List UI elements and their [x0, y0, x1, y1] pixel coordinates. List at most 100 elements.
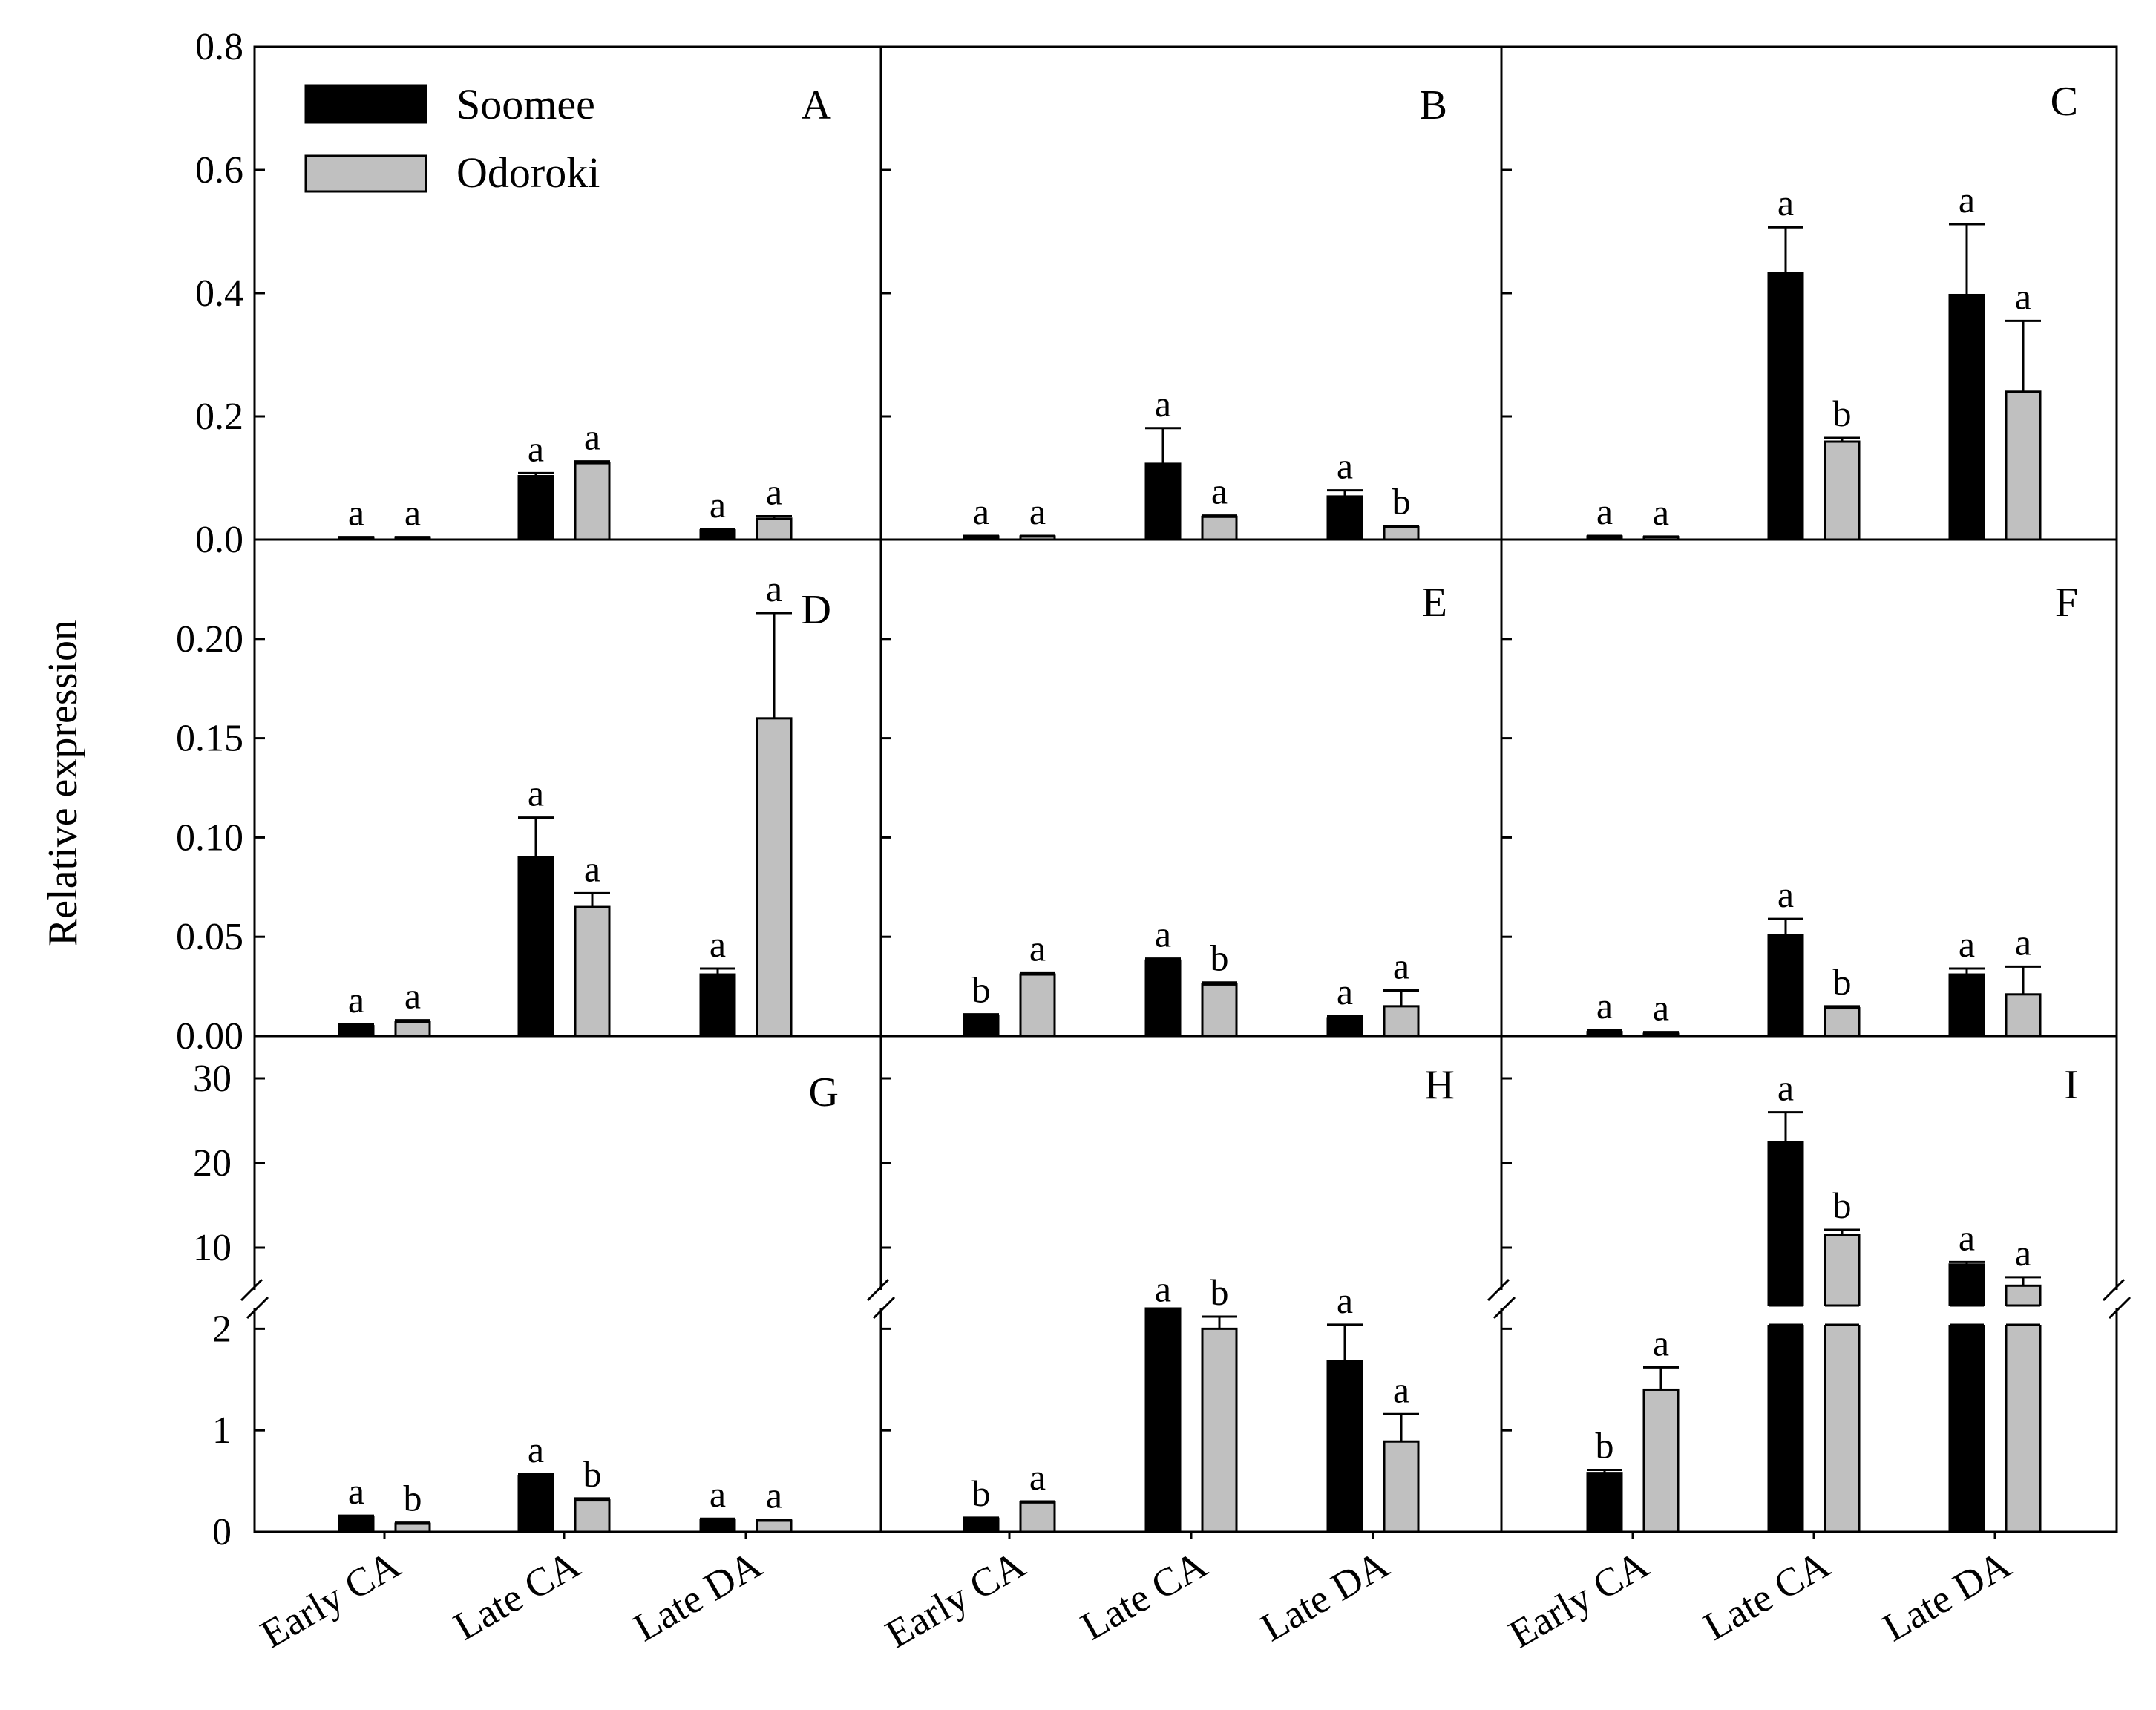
bar-a-soomee [517, 475, 554, 541]
legend: Soomee Odoroki [304, 80, 600, 197]
significance-letter: a [348, 1470, 364, 1512]
legend-label-soomee: Soomee [456, 80, 595, 128]
significance-letter: a [1959, 923, 1975, 965]
bar-b-soomee [1144, 462, 1182, 541]
significance-letter: b [404, 1478, 422, 1519]
significance-letter: a [2015, 1232, 2031, 1274]
panel-label: E [1422, 580, 1447, 626]
panel-label: F [2055, 580, 2078, 626]
significance-letter: b [583, 1453, 602, 1495]
significance-letter: a [1653, 491, 1669, 533]
bar-f-soomee [1767, 934, 1804, 1038]
significance-letter: a [1029, 927, 1046, 969]
significance-letter: b [972, 969, 991, 1011]
significance-letter: a [1337, 445, 1353, 487]
panel-label: H [1425, 1062, 1455, 1108]
significance-letter: a [528, 773, 544, 814]
bar-h-soomee [963, 1517, 1000, 1533]
bar-c-odoroki [2005, 390, 2042, 541]
bar-a-soomee [699, 529, 736, 541]
y-tick-label: 0.6 [195, 149, 243, 191]
significance-letter: a [404, 492, 421, 534]
y-tick-label: 0.20 [176, 618, 243, 661]
bar-g-soomee [338, 1515, 375, 1533]
bar-e-soomee [1144, 959, 1182, 1038]
x-tick-label: Late CA [1696, 1542, 1837, 1648]
significance-letter: a [1959, 179, 1975, 220]
x-tick-label: Late CA [1073, 1542, 1214, 1648]
significance-letter: a [1029, 1456, 1046, 1498]
legend-swatch-soomee [304, 84, 427, 124]
significance-letter: a [1393, 945, 1409, 986]
bar-i-odoroki [1824, 1234, 1861, 1533]
y-tick-label: 20 [193, 1142, 232, 1185]
bar-c-soomee [1948, 293, 1985, 541]
panel-label: B [1420, 82, 1447, 128]
bar-i-soomee [1586, 1472, 1623, 1533]
significance-letter: a [584, 416, 600, 458]
bar-a-odoroki [756, 517, 793, 541]
bar-d-soomee [338, 1025, 375, 1038]
axis-break-gap [2102, 1290, 2132, 1308]
y-tick-label: 0.05 [176, 916, 243, 958]
significance-letter: a [2015, 275, 2031, 317]
significance-letter: a [710, 923, 726, 965]
x-tick-label: Early CA [878, 1542, 1032, 1657]
axis-break-mark [240, 1278, 263, 1302]
bar-g-odoroki [574, 1499, 611, 1533]
significance-letter: b [1210, 1271, 1229, 1313]
significance-letter: a [1211, 471, 1228, 512]
x-tick-label: Early CA [1501, 1542, 1656, 1657]
bar-f-odoroki [2005, 993, 2042, 1038]
panel-frame-b [879, 45, 1503, 541]
bar-d-soomee [517, 856, 554, 1038]
significance-letter: a [973, 491, 989, 532]
significance-letter: a [1653, 1322, 1669, 1363]
x-tick-label: Late CA [446, 1542, 587, 1648]
panel-label: D [802, 587, 831, 633]
y-tick-label: 0.8 [195, 26, 243, 68]
significance-letter: a [766, 568, 782, 609]
bar-e-odoroki [1383, 1005, 1420, 1038]
bar-d-odoroki [756, 717, 793, 1038]
significance-letter: a [528, 1429, 544, 1470]
significance-letter: a [1155, 914, 1171, 955]
x-tick-label: Late DA [1875, 1542, 2018, 1650]
y-tick-label: 1 [212, 1409, 232, 1452]
significance-letter: a [1596, 985, 1613, 1026]
bar-e-soomee [963, 1015, 1000, 1038]
significance-letter: a [710, 484, 726, 525]
panel-label: A [802, 82, 832, 128]
bar-i-odoroki [1642, 1388, 1680, 1533]
legend-label-odoroki: Odoroki [456, 148, 600, 197]
axis-break-mark [2108, 1296, 2132, 1320]
x-tick-label: Late DA [626, 1542, 769, 1650]
significance-letter: a [1596, 491, 1613, 532]
panel-label: I [2064, 1062, 2078, 1108]
bar-a-odoroki [574, 462, 611, 541]
bar-h-odoroki [1383, 1440, 1420, 1533]
axis-break-mark [872, 1296, 896, 1320]
y-tick-label: 0 [212, 1511, 232, 1553]
significance-letter: b [1392, 481, 1411, 522]
significance-letter: a [710, 1473, 726, 1515]
significance-letter: a [1777, 874, 1794, 915]
significance-letter: b [1833, 393, 1852, 434]
significance-letter: a [1337, 1280, 1353, 1321]
panel-frame-g [253, 1035, 882, 1533]
significance-letter: a [1029, 491, 1046, 532]
bar-d-odoroki [574, 905, 611, 1038]
significance-letter: a [1653, 987, 1669, 1029]
bar-e-odoroki [1201, 983, 1238, 1038]
significance-letter: b [972, 1472, 991, 1514]
axis-break-mark [246, 1296, 269, 1320]
significance-letter: a [1777, 182, 1794, 223]
y-axis-label: Relative expression [40, 620, 86, 946]
bar-c-soomee [1767, 272, 1804, 541]
bar-c-odoroki [1824, 440, 1861, 541]
bar-i-odoroki [2005, 1284, 2042, 1533]
bar-b-odoroki [1201, 515, 1238, 541]
significance-letter: a [1777, 1067, 1794, 1109]
bar-h-soomee [1144, 1307, 1182, 1533]
x-tick-label: Late DA [1254, 1542, 1396, 1650]
